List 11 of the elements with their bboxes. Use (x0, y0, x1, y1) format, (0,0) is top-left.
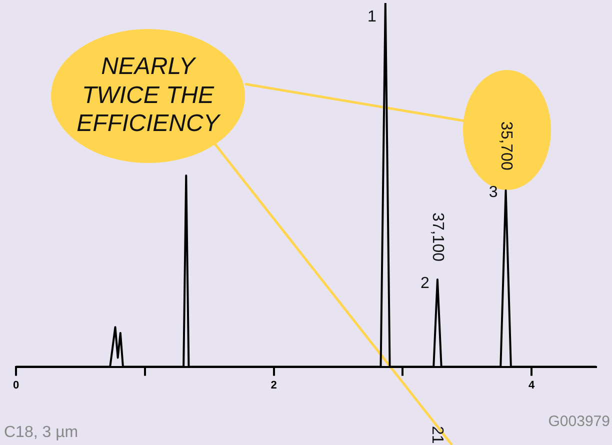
text: G003979 (548, 413, 610, 430)
x-tick-label: 4 (528, 379, 536, 392)
annotation: 1 (367, 8, 376, 26)
annotation: 35,700 (497, 121, 514, 170)
annotation: 2 (420, 274, 430, 292)
text: 21 (428, 426, 446, 444)
annotation: 3 (488, 184, 498, 201)
text: C18, 3 µm (4, 424, 78, 442)
annotation: 37,100 (429, 212, 446, 262)
x-tick-label: 2 (270, 379, 277, 392)
x-tick-label: 0 (12, 379, 20, 392)
